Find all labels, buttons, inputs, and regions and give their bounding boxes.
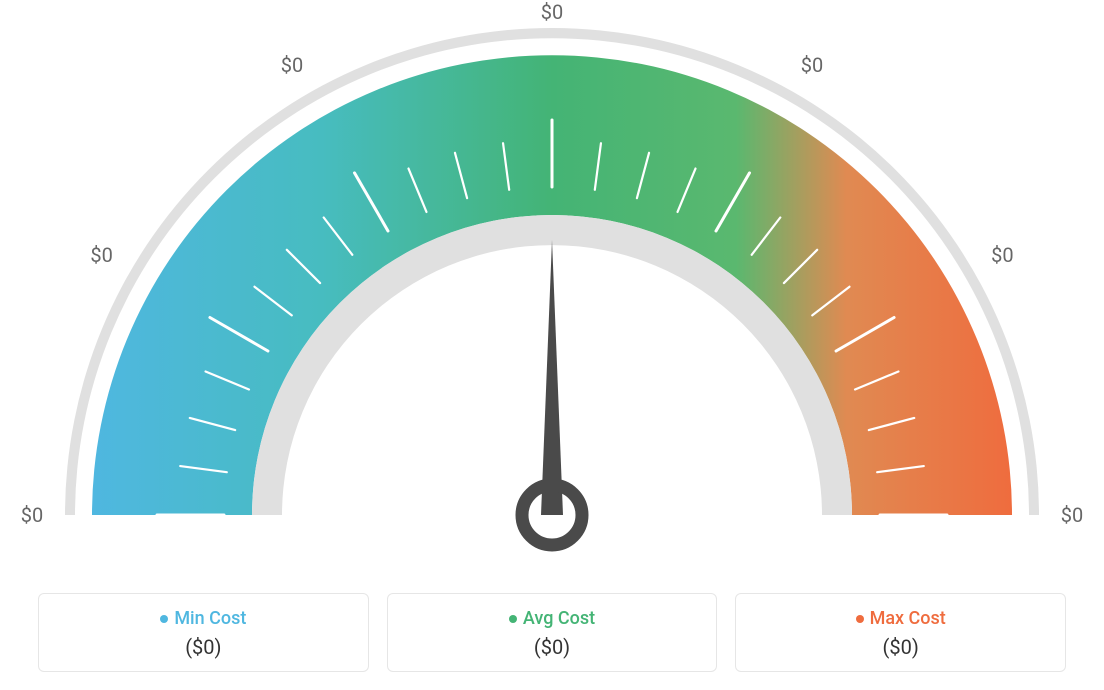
gauge-tick-label: $0: [21, 503, 43, 527]
gauge-tick-label: $0: [801, 53, 823, 77]
legend-dot-max: [856, 615, 864, 623]
legend-title-avg: Avg Cost: [509, 608, 595, 629]
legend-card-avg: Avg Cost ($0): [387, 593, 718, 673]
legend-row: Min Cost ($0) Avg Cost ($0) Max Cost ($0…: [0, 593, 1104, 690]
gauge-tick-label: $0: [281, 53, 303, 77]
legend-label-avg: Avg Cost: [523, 608, 595, 629]
legend-card-max: Max Cost ($0): [735, 593, 1066, 673]
legend-label-max: Max Cost: [870, 608, 946, 629]
legend-value-max: ($0): [746, 635, 1055, 659]
legend-label-min: Min Cost: [174, 608, 246, 629]
gauge-container: $0 $0 $0 $0 $0 $0 $0: [0, 0, 1104, 560]
gauge-tick-label: $0: [541, 0, 563, 24]
legend-dot-min: [160, 615, 168, 623]
gauge-tick-label: $0: [1061, 503, 1083, 527]
legend-value-min: ($0): [49, 635, 358, 659]
legend-title-min: Min Cost: [160, 608, 246, 629]
gauge-tick-label: $0: [90, 243, 112, 267]
legend-title-max: Max Cost: [856, 608, 946, 629]
legend-dot-avg: [509, 615, 517, 623]
legend-card-min: Min Cost ($0): [38, 593, 369, 673]
gauge-tick-label: $0: [991, 243, 1013, 267]
legend-value-avg: ($0): [398, 635, 707, 659]
gauge-chart: [0, 0, 1104, 560]
